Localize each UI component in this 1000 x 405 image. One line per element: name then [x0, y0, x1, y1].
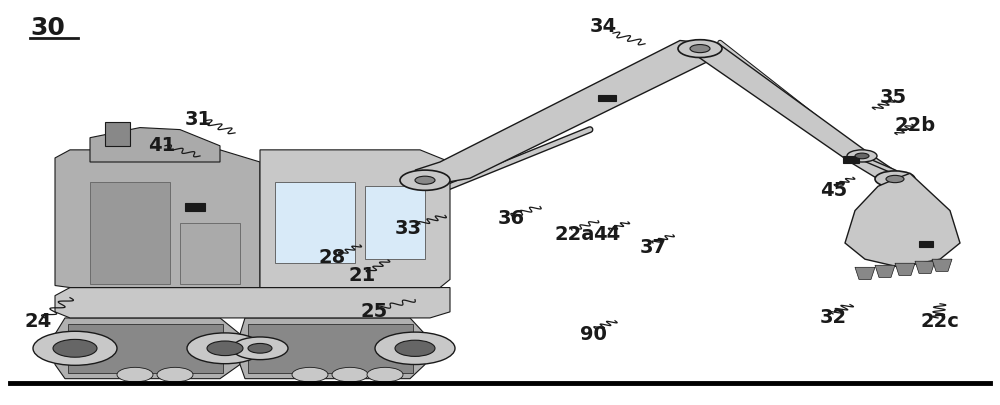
Polygon shape — [695, 43, 900, 180]
Polygon shape — [240, 318, 425, 379]
Circle shape — [690, 45, 710, 53]
Text: 32: 32 — [820, 309, 847, 327]
Text: 21: 21 — [348, 266, 375, 285]
Polygon shape — [845, 173, 960, 267]
Circle shape — [395, 340, 435, 356]
Circle shape — [332, 367, 368, 382]
Bar — [68, 324, 223, 373]
Text: 22a: 22a — [555, 226, 595, 244]
Polygon shape — [55, 150, 260, 288]
Circle shape — [53, 339, 97, 357]
Circle shape — [33, 331, 117, 365]
Circle shape — [375, 332, 455, 364]
Polygon shape — [875, 265, 895, 277]
Polygon shape — [55, 288, 450, 318]
Circle shape — [415, 176, 435, 184]
Bar — [919, 241, 933, 247]
Circle shape — [367, 367, 403, 382]
Text: 33: 33 — [395, 220, 422, 238]
Bar — [843, 156, 859, 163]
Text: 34: 34 — [590, 17, 617, 36]
Bar — [248, 324, 413, 373]
Text: 22c: 22c — [920, 313, 959, 331]
Text: 25: 25 — [360, 303, 387, 321]
Text: 28: 28 — [318, 248, 345, 266]
Text: 35: 35 — [880, 88, 907, 107]
Bar — [185, 203, 205, 211]
Text: 24: 24 — [24, 313, 51, 331]
Circle shape — [232, 337, 288, 360]
Text: 90: 90 — [580, 325, 607, 343]
Polygon shape — [932, 259, 952, 271]
Circle shape — [248, 343, 272, 353]
Bar — [90, 182, 170, 284]
Polygon shape — [90, 128, 220, 162]
Bar — [105, 122, 130, 146]
Polygon shape — [415, 40, 730, 184]
Circle shape — [855, 153, 869, 159]
Polygon shape — [855, 267, 875, 279]
Text: 36: 36 — [498, 209, 525, 228]
Circle shape — [292, 367, 328, 382]
Text: 45: 45 — [820, 181, 847, 200]
Circle shape — [187, 333, 263, 364]
Polygon shape — [915, 261, 935, 273]
Bar — [275, 182, 355, 263]
Circle shape — [117, 367, 153, 382]
Bar — [180, 223, 240, 284]
Bar — [598, 95, 616, 101]
Text: 41: 41 — [148, 136, 175, 155]
Polygon shape — [260, 150, 450, 288]
Circle shape — [400, 170, 450, 190]
Text: 37: 37 — [640, 238, 667, 256]
Circle shape — [847, 150, 877, 162]
Text: 22b: 22b — [895, 116, 936, 135]
Text: 31: 31 — [185, 110, 212, 129]
Circle shape — [875, 171, 915, 187]
Circle shape — [157, 367, 193, 382]
Text: 44: 44 — [593, 226, 620, 244]
Circle shape — [678, 40, 722, 58]
Circle shape — [886, 175, 904, 183]
Polygon shape — [895, 263, 915, 275]
Text: 30: 30 — [30, 16, 65, 40]
Polygon shape — [55, 318, 240, 379]
Bar — [365, 186, 425, 259]
Circle shape — [207, 341, 243, 356]
